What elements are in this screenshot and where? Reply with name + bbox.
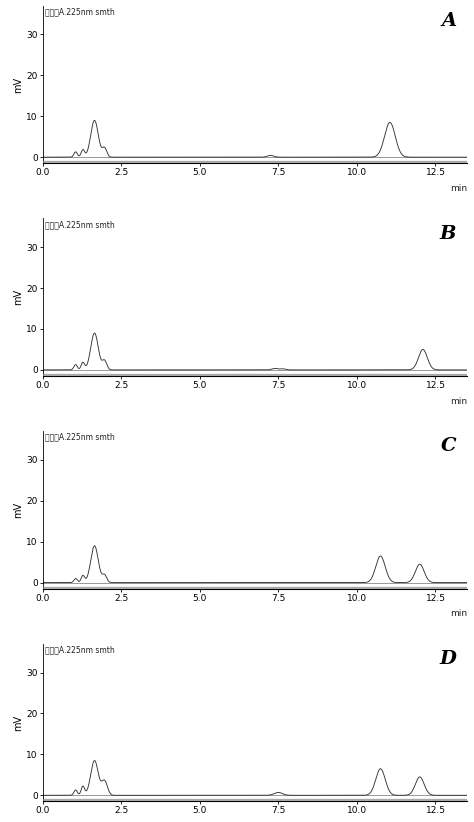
Y-axis label: mV: mV [14,76,24,93]
Text: min: min [450,609,467,618]
Bar [43,587,467,589]
Text: C: C [441,437,456,455]
Text: 检测器A.225nm smth: 检测器A.225nm smth [45,645,115,654]
Bar [43,161,467,164]
Y-axis label: mV: mV [14,502,24,518]
Text: 检测器A.225nm smth: 检测器A.225nm smth [45,7,115,16]
Text: min: min [450,396,467,405]
Bar [43,374,467,376]
Text: D: D [439,650,456,668]
Text: B: B [440,224,456,242]
Bar [43,800,467,801]
Text: 检测器A.225nm smth: 检测器A.225nm smth [45,432,115,441]
Text: 检测器A.225nm smth: 检测器A.225nm smth [45,220,115,229]
Y-axis label: mV: mV [14,714,24,731]
Text: A: A [441,12,456,30]
Text: min: min [450,184,467,193]
Y-axis label: mV: mV [14,289,24,305]
